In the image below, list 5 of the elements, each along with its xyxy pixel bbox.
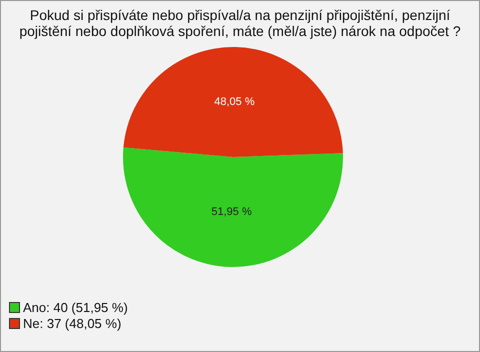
chart-title: Pokud si přispíváte nebo přispíval/a na penzijní připojištění, penzijní pojištění nebo doplňková spoření, máte (měl/a jste) nárok na odpočet ? — [18, 6, 462, 39]
legend-label: Ne: 37 (48,05 %) — [23, 316, 122, 330]
data-label: 51,95 % — [211, 206, 252, 218]
legend-label: Ano: 40 (51,95 %) — [23, 300, 128, 314]
data-label: 48,05 % — [214, 96, 255, 108]
